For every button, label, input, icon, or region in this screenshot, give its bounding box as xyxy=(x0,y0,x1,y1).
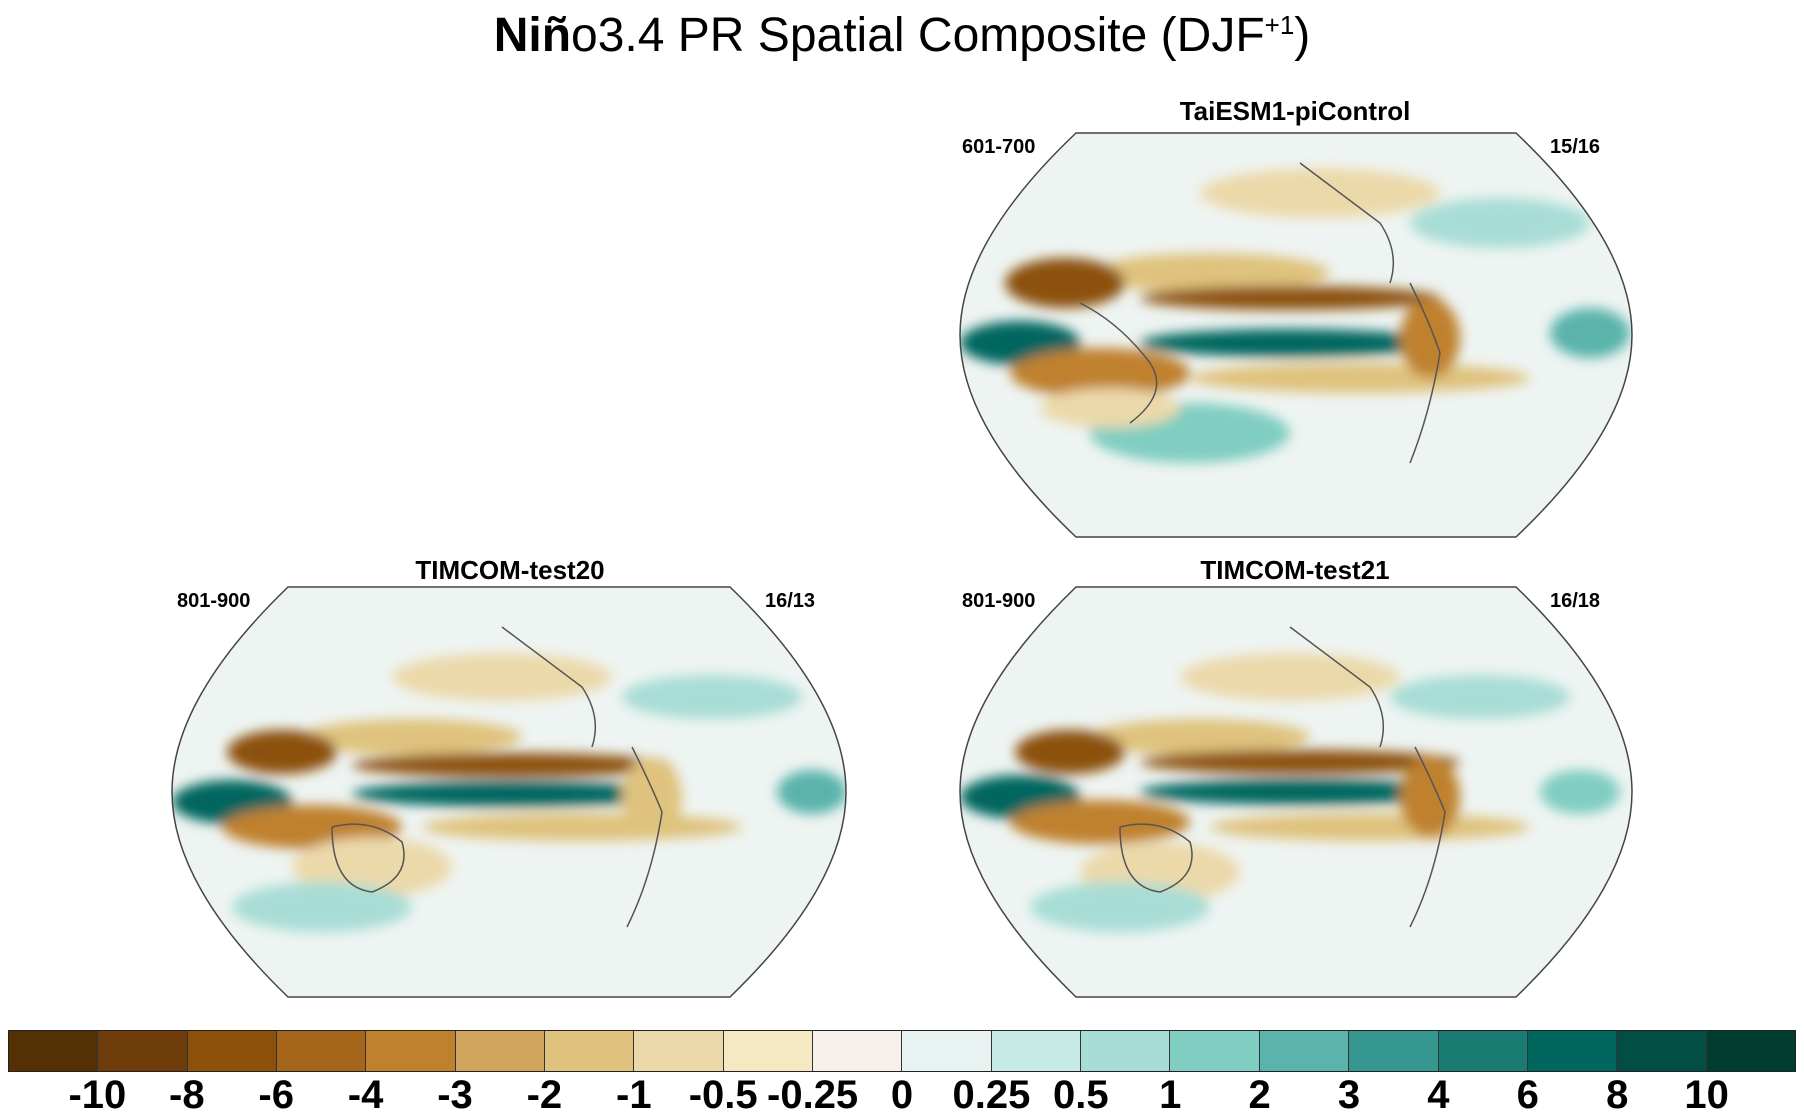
colorbar-tick-label: 0.25 xyxy=(952,1073,1031,1117)
map-test21 xyxy=(959,586,1633,998)
colorbar-swatch xyxy=(634,1031,724,1071)
panel-years-taiesm: 601-700 xyxy=(962,136,1036,158)
colorbar-tick-label: -2 xyxy=(526,1073,563,1117)
colorbar-tick-label: -1 xyxy=(616,1073,652,1117)
colorbar-tick-label: -10 xyxy=(68,1073,127,1117)
colorbar-tick-label: 6 xyxy=(1516,1073,1539,1117)
colorbar-swatch xyxy=(1259,1031,1350,1071)
panel-count-taiesm: 15/16 xyxy=(1550,136,1601,158)
colorbar-tick-label: 1 xyxy=(1159,1073,1182,1117)
panel-title-test20: TIMCOM-test20 xyxy=(415,555,605,585)
colorbar-swatch xyxy=(455,1031,546,1071)
colorbar-swatch xyxy=(366,1031,456,1071)
panel-years-test20: 801-900 xyxy=(177,590,251,612)
colorbar-swatch xyxy=(1081,1031,1171,1071)
colorbar-tick-label: 2 xyxy=(1248,1073,1271,1117)
colorbar-tick-label: 0.5 xyxy=(1052,1073,1109,1117)
figure-title: Niño3.4 PR Spatial Composite (DJF+1) xyxy=(493,9,1311,62)
colorbar-tick-label: 0 xyxy=(890,1073,914,1117)
colorbar-tick-label: -3 xyxy=(437,1073,473,1117)
colorbar xyxy=(8,1030,1796,1072)
panel-count-test21: 16/18 xyxy=(1550,590,1601,612)
colorbar-tick-label: 8 xyxy=(1606,1073,1629,1117)
colorbar-tick-label: 10 xyxy=(1684,1073,1729,1117)
map-test20 xyxy=(171,586,847,998)
colorbar-tick-label: -4 xyxy=(347,1073,384,1117)
colorbar-swatch xyxy=(9,1031,99,1071)
panel-title-taiesm: TaiESM1-piControl xyxy=(1179,96,1411,126)
colorbar-swatch xyxy=(98,1031,188,1071)
colorbar-tick-label: 4 xyxy=(1427,1073,1450,1117)
panel-years-test21: 801-900 xyxy=(962,590,1036,612)
colorbar-swatch xyxy=(545,1031,635,1071)
colorbar-swatch xyxy=(187,1031,278,1071)
colorbar-swatch xyxy=(902,1031,992,1071)
colorbar-swatch xyxy=(1617,1031,1707,1071)
colorbar-tick-label: -0.25 xyxy=(767,1073,859,1117)
colorbar-tick-label: -8 xyxy=(169,1073,205,1117)
map-taiesm xyxy=(959,132,1633,538)
colorbar-swatch xyxy=(1438,1031,1528,1071)
colorbar-swatch xyxy=(723,1031,814,1071)
colorbar-tick-label: -0.5 xyxy=(688,1073,758,1117)
colorbar-swatch xyxy=(1706,1031,1795,1071)
colorbar-swatch xyxy=(813,1031,903,1071)
colorbar-swatch xyxy=(1170,1031,1260,1071)
colorbar-swatch xyxy=(1349,1031,1439,1071)
colorbar-swatch xyxy=(277,1031,367,1071)
panel-title-test21: TIMCOM-test21 xyxy=(1200,555,1390,585)
colorbar-tick-label: -6 xyxy=(258,1073,294,1117)
colorbar-swatch xyxy=(991,1031,1082,1071)
panel-count-test20: 16/13 xyxy=(765,590,816,612)
colorbar-tick-label: 3 xyxy=(1337,1073,1361,1117)
colorbar-swatch xyxy=(1527,1031,1618,1071)
